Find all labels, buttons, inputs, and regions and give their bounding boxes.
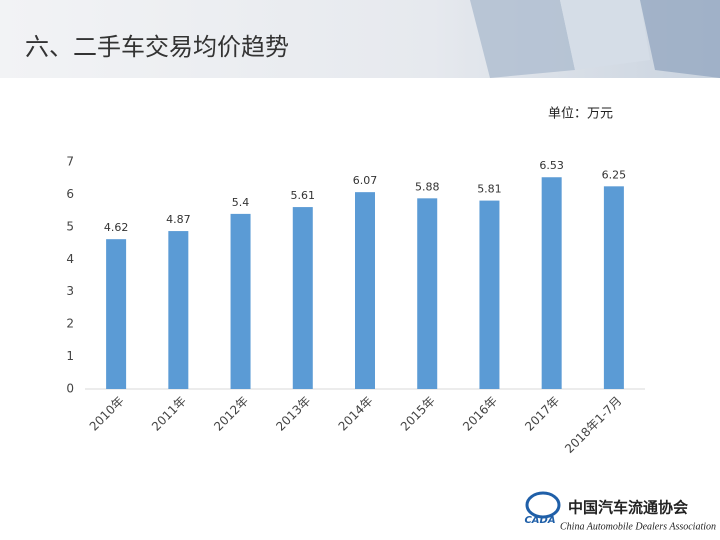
data-label: 6.25 (602, 168, 627, 181)
y-tick-label: 0 (66, 382, 74, 396)
slide-title: 六、二手车交易均价趋势 (25, 33, 289, 61)
y-tick-label: 5 (66, 219, 74, 233)
x-tick-label: 2018年1-7月 (562, 394, 624, 456)
data-label: 6.53 (539, 159, 564, 172)
y-tick-label: 7 (66, 155, 74, 169)
data-label: 5.81 (477, 183, 502, 196)
x-tick-label: 2013年 (273, 394, 313, 434)
logo-mark: CADA (524, 515, 555, 526)
bar (541, 177, 562, 389)
data-label: 5.61 (291, 189, 316, 202)
x-tick-label: 2014年 (336, 394, 376, 434)
x-tick-label: 2012年 (211, 394, 251, 434)
x-tick-label: 2010年 (87, 394, 127, 434)
org-name: 中国汽车流通协会 (568, 499, 688, 517)
data-label: 5.4 (232, 196, 250, 209)
bar (603, 186, 624, 389)
x-tick-label: 2011年 (149, 394, 189, 434)
x-tick-label: 2015年 (398, 394, 438, 434)
header-decoration (470, 0, 720, 78)
bar (417, 198, 438, 389)
data-label: 5.88 (415, 180, 440, 193)
bar (479, 200, 500, 389)
y-tick-label: 6 (66, 187, 74, 201)
x-tick-label: 2016年 (460, 394, 500, 434)
x-tick-label: 2017年 (522, 394, 562, 434)
bar (292, 207, 313, 389)
y-tick-label: 4 (66, 252, 74, 266)
y-tick-label: 2 (66, 317, 74, 331)
y-tick-label: 1 (66, 349, 74, 363)
bar (106, 239, 127, 389)
data-label: 4.62 (104, 221, 129, 234)
unit-label: 单位：万元 (548, 107, 613, 122)
bar (230, 213, 251, 389)
logo: CADA 中国汽车流通协会 China Automobile Dealers A… (524, 491, 716, 532)
org-name-en: China Automobile Dealers Association (560, 521, 716, 532)
bar (168, 231, 189, 389)
data-label: 6.07 (353, 174, 378, 187)
y-tick-label: 3 (66, 284, 74, 298)
bar (355, 192, 375, 389)
data-label: 4.87 (166, 213, 191, 226)
